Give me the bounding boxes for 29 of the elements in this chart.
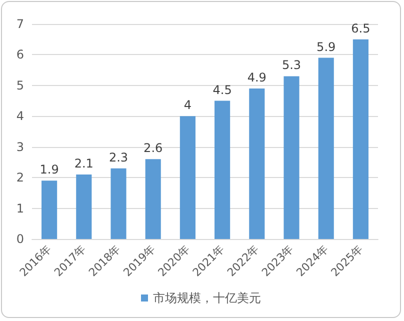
- data-label: 1.9: [40, 162, 59, 177]
- bar: [284, 76, 300, 239]
- data-label: 4.9: [247, 70, 266, 84]
- bar: [318, 58, 334, 239]
- bar: [145, 159, 161, 239]
- y-tick-label: 5: [16, 78, 24, 92]
- legend-label: 市场规模，十亿美元: [153, 291, 261, 305]
- data-label: 2.3: [108, 150, 128, 164]
- bar: [76, 174, 92, 239]
- bar: [214, 100, 230, 239]
- data-label: 2.1: [74, 156, 94, 170]
- bar: [180, 116, 196, 239]
- y-tick-label: 6: [16, 48, 24, 62]
- y-tick-label: 7: [16, 17, 24, 31]
- data-label: 6.5: [351, 21, 370, 36]
- data-label: 5.3: [282, 58, 302, 72]
- bar: [352, 39, 368, 239]
- bar: [42, 180, 58, 239]
- y-tick-label: 4: [16, 109, 24, 124]
- y-tick-label: 3: [16, 140, 24, 154]
- y-tick-label: 1: [16, 201, 24, 216]
- y-tick-label: 2: [16, 170, 24, 185]
- y-tick-label: 0: [16, 232, 24, 246]
- data-label: 4.5: [212, 82, 232, 97]
- data-label: 4: [184, 98, 192, 112]
- bar: [249, 88, 265, 239]
- data-label: 2.6: [144, 141, 163, 156]
- data-label: 5.9: [316, 40, 336, 54]
- bar: [110, 168, 126, 239]
